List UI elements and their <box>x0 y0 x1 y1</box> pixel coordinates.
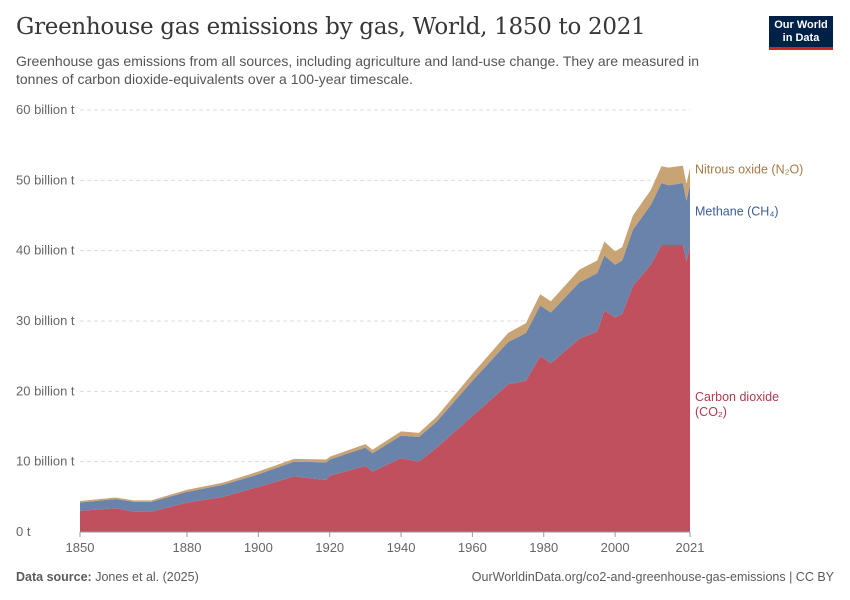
y-tick-label: 40 billion t <box>16 243 75 258</box>
x-tick-label: 1960 <box>458 540 487 555</box>
area-co2 <box>80 245 690 533</box>
y-tick-label: 50 billion t <box>16 172 75 187</box>
chart-subtitle: Greenhouse gas emissions from all source… <box>16 53 700 87</box>
x-tick-label: 1850 <box>66 540 95 555</box>
y-tick-label: 20 billion t <box>16 383 75 398</box>
series-label: Nitrous oxide (N₂O) <box>695 162 803 176</box>
y-tick-label: 30 billion t <box>16 313 75 328</box>
y-tick-label: 0 t <box>16 524 31 539</box>
x-tick-label: 1940 <box>387 540 416 555</box>
y-tick-label: 10 billion t <box>16 454 75 469</box>
x-tick-label: 2000 <box>601 540 630 555</box>
x-tick-label: 1900 <box>244 540 273 555</box>
y-tick-label: 60 billion t <box>16 102 75 117</box>
x-tick-label: 1980 <box>529 540 558 555</box>
owid-logo[interactable]: Our World in Data <box>769 16 833 50</box>
x-tick-label: 2021 <box>676 540 705 555</box>
footer-url[interactable]: OurWorldinData.org/co2-and-greenhouse-ga… <box>471 570 834 584</box>
source-link[interactable]: Jones et al. (2025) <box>95 570 199 584</box>
x-tick-label: 1880 <box>173 540 202 555</box>
data-source: Data source: Jones et al. (2025) <box>16 570 199 584</box>
series-label: Carbon dioxide (CO₂) <box>695 390 779 419</box>
area-ch4 <box>80 183 690 512</box>
source-label: Data source: <box>16 570 92 584</box>
chart-title: Greenhouse gas emissions by gas, World, … <box>16 14 646 40</box>
x-tick-label: 1920 <box>315 540 344 555</box>
series-label: Methane (CH₄) <box>695 205 779 219</box>
